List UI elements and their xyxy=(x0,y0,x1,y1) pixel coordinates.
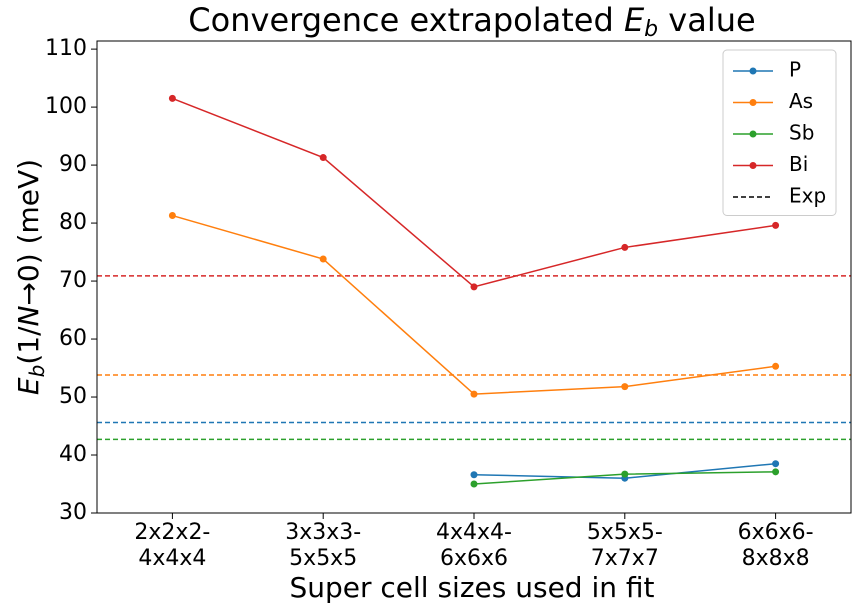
data-point xyxy=(470,480,478,488)
data-point xyxy=(168,212,176,220)
legend-label: Sb xyxy=(789,121,814,145)
chart-title: Convergence extrapolated Eb value xyxy=(188,1,755,42)
y-label-part: b xyxy=(25,365,49,378)
legend-marker xyxy=(749,162,757,169)
title-part: value xyxy=(658,1,756,39)
y-tick-label: 70 xyxy=(59,268,87,293)
y-tick-label: 30 xyxy=(59,500,87,525)
data-point xyxy=(772,362,780,370)
y-tick-label: 40 xyxy=(59,442,87,467)
legend-box xyxy=(722,49,837,216)
data-point xyxy=(470,283,478,291)
data-point xyxy=(621,243,629,251)
legend-label: As xyxy=(789,89,813,113)
y-tick-label: 60 xyxy=(59,326,87,351)
x-tick-label: 5x5x5- xyxy=(587,520,663,545)
x-tick-label: 5x5x5 xyxy=(289,546,357,571)
y-label-part: E xyxy=(12,377,45,395)
y-tick-label: 110 xyxy=(45,36,87,61)
data-point xyxy=(621,383,629,391)
y-label-part: (1/ xyxy=(12,326,45,365)
y-tick-label: 50 xyxy=(59,384,87,409)
x-tick-label: 7x7x7 xyxy=(591,546,659,571)
data-point xyxy=(470,471,478,479)
data-point xyxy=(470,390,478,398)
x-tick-label: 3x3x3- xyxy=(285,520,361,545)
y-tick-label: 90 xyxy=(59,152,87,177)
plot-frame xyxy=(96,40,852,514)
y-tick-label: 100 xyxy=(45,94,87,119)
legend-label: Bi xyxy=(789,152,808,176)
x-axis-label: Super cell sizes used in fit xyxy=(289,571,654,604)
data-point xyxy=(319,154,327,162)
legend-label: P xyxy=(789,58,801,82)
title-part: Convergence extrapolated xyxy=(188,1,624,39)
y-tick-label: 80 xyxy=(59,210,87,235)
data-point xyxy=(168,94,176,102)
x-tick-label: 8x8x8 xyxy=(742,546,810,571)
legend-marker xyxy=(749,130,757,138)
x-tick-label: 2x2x2- xyxy=(134,520,210,545)
x-tick-label: 6x6x6 xyxy=(440,546,508,571)
data-point xyxy=(772,221,780,229)
legend-marker xyxy=(749,67,757,75)
y-label-part: →0) (meV) xyxy=(12,159,45,306)
x-tick-label: 4x4x4- xyxy=(436,520,512,545)
y-label-part: N xyxy=(12,305,45,326)
legend-label: Exp xyxy=(789,184,826,208)
data-point xyxy=(621,470,629,478)
x-tick-label: 4x4x4 xyxy=(138,546,206,571)
data-point xyxy=(319,255,327,263)
title-part: b xyxy=(644,17,658,42)
x-tick-label: 6x6x6- xyxy=(738,520,814,545)
title-part: E xyxy=(624,1,645,39)
y-axis-label: Eb(1/N→0) (meV) xyxy=(12,159,49,395)
legend-marker xyxy=(749,99,757,106)
data-point xyxy=(772,460,780,468)
data-point xyxy=(772,468,780,476)
